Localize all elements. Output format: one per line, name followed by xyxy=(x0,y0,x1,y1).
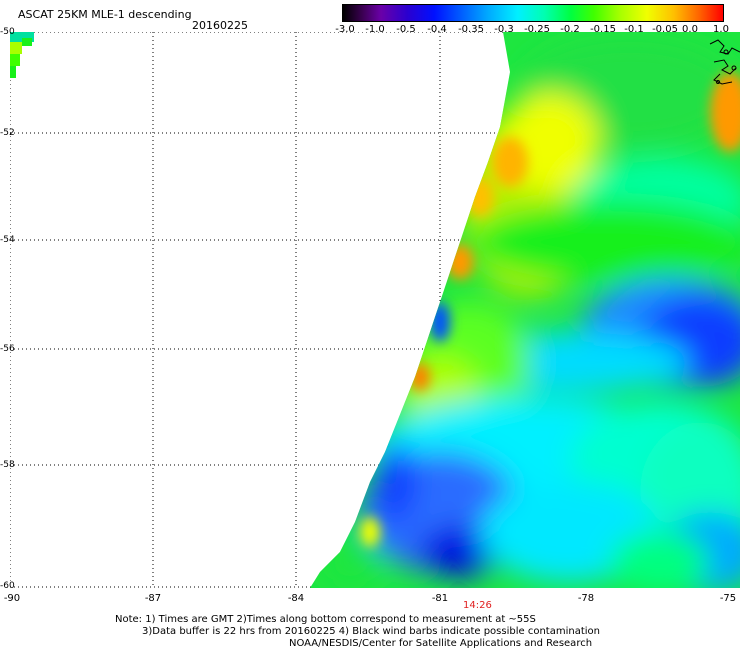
lon-label: -90 xyxy=(3,593,21,604)
coastline xyxy=(709,39,740,85)
note-line-2: 3)Data buffer is 22 hrs from 20160225 4)… xyxy=(142,626,600,637)
colorbar-label: -0.05 xyxy=(652,24,678,35)
note-line-1: Note: 1) Times are GMT 2)Times along bot… xyxy=(115,614,536,625)
lat-label: -60 xyxy=(0,581,15,591)
colorbar-label: -0.15 xyxy=(590,24,616,35)
lat-label: -50 xyxy=(0,27,15,37)
corner-patch xyxy=(10,32,34,78)
pass-time-label: 14:26 xyxy=(463,600,492,611)
colorbar-label: 0.0 xyxy=(682,24,698,35)
colorbar-label: -0.1 xyxy=(624,24,644,35)
lat-label: -52 xyxy=(0,128,15,138)
map-title: ASCAT 25KM MLE-1 descending xyxy=(18,8,192,21)
colorbar-label: -0.3 xyxy=(494,24,514,35)
note-line-3: NOAA/NESDIS/Center for Satellite Applica… xyxy=(289,638,593,649)
map-date: 20160225 xyxy=(192,19,248,32)
lon-label: -78 xyxy=(577,593,595,604)
colorbar xyxy=(342,4,724,22)
colorbar-label: -0.5 xyxy=(396,24,416,35)
lat-label: -54 xyxy=(0,235,15,245)
lat-label: -56 xyxy=(0,344,15,354)
lon-label: -87 xyxy=(144,593,162,604)
colorbar-label: -0.2 xyxy=(560,24,580,35)
lat-label: -58 xyxy=(0,460,15,470)
lon-label: -81 xyxy=(431,593,449,604)
wind-swath xyxy=(310,32,740,588)
colorbar-label: -0.25 xyxy=(524,24,550,35)
colorbar-label: -1.0 xyxy=(365,24,385,35)
colorbar-label: -0.4 xyxy=(427,24,447,35)
colorbar-label: -0.35 xyxy=(458,24,484,35)
map-plot xyxy=(10,32,740,588)
lon-label: -84 xyxy=(287,593,305,604)
colorbar-label: 1.0 xyxy=(713,24,729,35)
lon-label: -75 xyxy=(719,593,737,604)
colorbar-label: -3.0 xyxy=(335,24,355,35)
